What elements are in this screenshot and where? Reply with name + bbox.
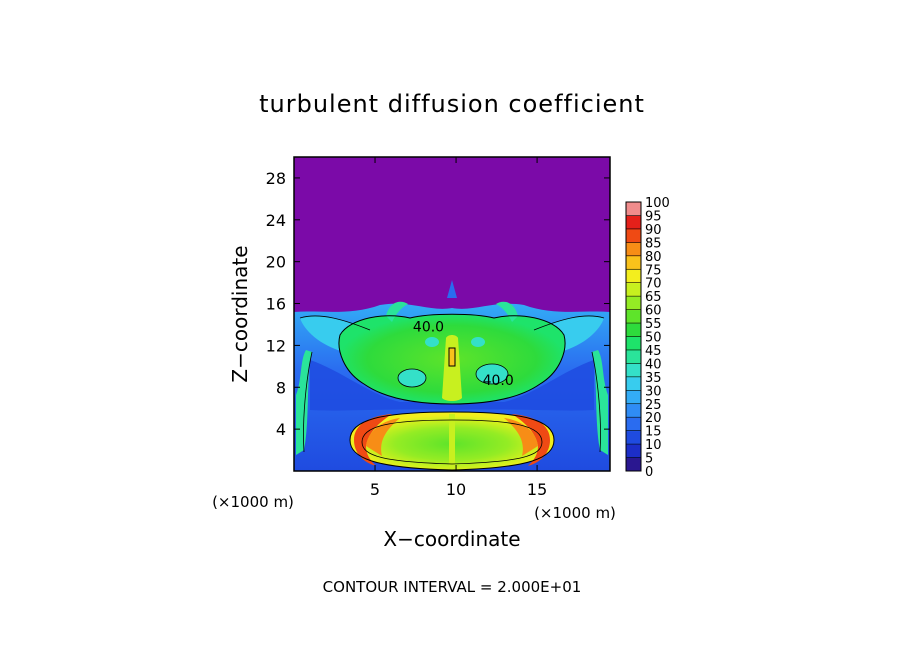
y-axis-ticks: 4 8 12 16 20 24 28 bbox=[266, 169, 610, 439]
colorbar-segment bbox=[626, 336, 641, 351]
contour-line bbox=[299, 315, 605, 331]
colorbar-label: 60 bbox=[645, 304, 662, 319]
x-axis-ticks: 5 10 15 bbox=[370, 157, 547, 499]
colorbar-segment bbox=[626, 430, 641, 445]
field-lower-stem bbox=[449, 414, 455, 470]
y-axis-unit: (×1000 m) bbox=[212, 493, 294, 511]
contour-line bbox=[397, 368, 427, 388]
colorbar-label: 5 bbox=[645, 452, 653, 467]
colorbar-label: 100 bbox=[645, 196, 670, 211]
x-tick-label: 5 bbox=[370, 480, 380, 499]
field-pocket bbox=[471, 337, 485, 347]
colorbar-label: 15 bbox=[645, 425, 662, 440]
colorbar-label: 50 bbox=[645, 331, 662, 346]
colorbar-segment bbox=[626, 363, 641, 378]
field-pocket bbox=[476, 364, 508, 384]
colorbar-segment bbox=[626, 417, 641, 432]
field-lobe-right-inner bbox=[504, 418, 538, 456]
field-updraft-core bbox=[448, 347, 456, 367]
colorbar: 1009590858075706560555045403530252015105… bbox=[625, 196, 670, 480]
field-spike bbox=[447, 280, 457, 298]
colorbar-segment bbox=[626, 457, 641, 472]
chart-title: turbulent diffusion coefficient bbox=[259, 90, 645, 118]
colorbar-label: 20 bbox=[645, 411, 662, 426]
plot-frame bbox=[293, 156, 611, 472]
contour-label: 40.0 bbox=[483, 373, 514, 389]
contour-label: 40.0 bbox=[413, 320, 444, 336]
colorbar-label: 0 bbox=[645, 465, 653, 480]
field-pocket bbox=[398, 369, 426, 387]
colorbar-segment bbox=[626, 228, 641, 243]
colorbar-segment bbox=[626, 390, 641, 405]
colorbar-label: 70 bbox=[645, 277, 662, 292]
colorbar-label: 10 bbox=[645, 438, 662, 453]
contour-line bbox=[361, 419, 543, 465]
y-tick-label: 16 bbox=[266, 295, 286, 314]
x-axis-unit: (×1000 m) bbox=[534, 504, 616, 522]
colorbar-label: 25 bbox=[645, 398, 662, 413]
colorbar-label: 45 bbox=[645, 344, 662, 359]
colorbar-label: 30 bbox=[645, 384, 662, 399]
colorbar-segment bbox=[626, 282, 641, 297]
colorbar-label: 85 bbox=[645, 236, 662, 251]
contour-labels: 40.0 40.0 bbox=[413, 320, 514, 389]
field-lobe-left bbox=[354, 414, 392, 466]
contour-line bbox=[303, 351, 601, 453]
colorbar-label: 95 bbox=[645, 209, 662, 224]
colorbar-segment bbox=[626, 269, 641, 284]
contour-interval-note: CONTOUR INTERVAL = 2.000E+01 bbox=[323, 578, 582, 596]
colorbar-segment bbox=[626, 444, 641, 459]
contour-line bbox=[338, 313, 566, 405]
colorbar-segment bbox=[626, 309, 641, 324]
colorbar-label: 65 bbox=[645, 290, 662, 305]
y-tick-label: 28 bbox=[266, 169, 286, 188]
y-tick-label: 4 bbox=[276, 420, 286, 439]
contour-line bbox=[475, 363, 509, 385]
y-axis-label: Z−coordinate bbox=[228, 245, 252, 382]
x-axis-label: X−coordinate bbox=[383, 527, 520, 551]
x-tick-label: 10 bbox=[446, 480, 466, 499]
colorbar-segment bbox=[626, 349, 641, 364]
colorbar-label: 75 bbox=[645, 263, 662, 278]
colorbar-segment bbox=[626, 296, 641, 311]
y-tick-label: 8 bbox=[276, 378, 286, 397]
y-tick-label: 12 bbox=[266, 336, 286, 355]
colorbar-segment bbox=[626, 255, 641, 270]
colorbar-segment bbox=[626, 403, 641, 418]
field-lobe-right bbox=[512, 414, 550, 466]
colorbar-label: 55 bbox=[645, 317, 662, 332]
contour-line bbox=[349, 411, 555, 471]
plot-area bbox=[294, 157, 610, 471]
field-pocket bbox=[425, 337, 439, 347]
colorbar-label: 40 bbox=[645, 357, 662, 372]
field-updraft-column bbox=[442, 335, 462, 401]
y-tick-label: 20 bbox=[266, 253, 286, 272]
colorbar-segment bbox=[626, 323, 641, 337]
colorbar-segment bbox=[626, 215, 641, 230]
colorbar-segment bbox=[626, 376, 641, 391]
colorbar-segment bbox=[626, 202, 641, 216]
colorbar-segment bbox=[626, 242, 641, 257]
colorbar-label: 80 bbox=[645, 250, 662, 265]
field-mid-band bbox=[310, 360, 594, 411]
field-lobe-left-inner bbox=[366, 418, 400, 456]
colorbar-label: 35 bbox=[645, 371, 662, 386]
x-tick-label: 15 bbox=[527, 480, 547, 499]
y-tick-label: 24 bbox=[266, 211, 286, 230]
colorbar-label: 90 bbox=[645, 223, 662, 238]
field-horn-right bbox=[496, 301, 518, 322]
field-horn-left bbox=[386, 301, 408, 322]
